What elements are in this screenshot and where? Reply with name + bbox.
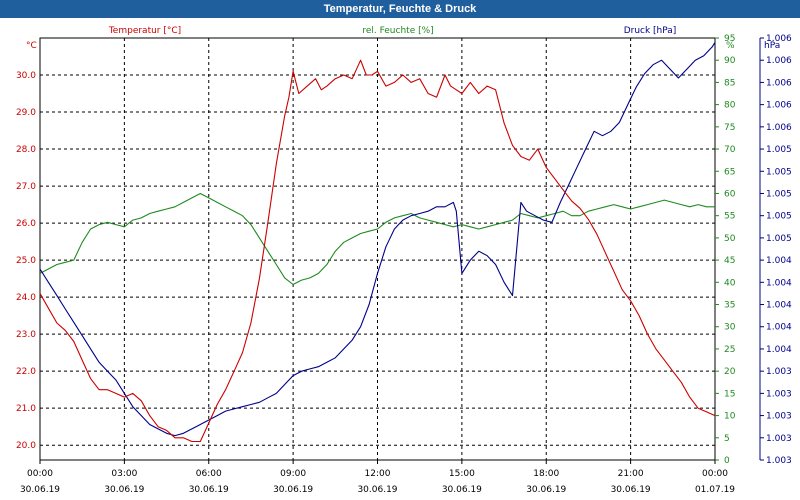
temperature-tick-label: 24.0	[16, 293, 36, 303]
x-tick-time-label: 18:00	[533, 469, 559, 479]
pressure-tick-label: 1.006	[766, 123, 792, 133]
humidity-line	[39, 192, 715, 286]
humidity-tick-label: 30	[724, 323, 736, 333]
humidity-tick-label: 70	[724, 145, 736, 155]
humidity-tick-label: 5	[724, 434, 730, 444]
pressure-unit-label: hPa	[764, 41, 780, 51]
humidity-tick-label: 40	[724, 278, 736, 288]
temperature-tick-label: 26.0	[16, 219, 36, 229]
humidity-tick-label: 15	[724, 389, 735, 399]
temperature-tick-label: 23.0	[16, 330, 36, 340]
pressure-tick-label: 1.004	[766, 301, 792, 311]
x-tick-date-label: 30.06.19	[442, 485, 482, 495]
humidity-tick-label: 50	[724, 234, 736, 244]
x-tick-time-label: 21:00	[618, 469, 644, 479]
x-tick-date-label: 30.06.19	[189, 485, 229, 495]
humidity-tick-label: 80	[724, 101, 736, 111]
temperature-tick-label: 30.0	[16, 71, 36, 81]
humidity-axis: 0 5 10 15 20 25 30 35 40 45 50 55 60 65 70 75 80 85 90 95	[715, 34, 736, 466]
x-tick-date-label: 30.06.19	[526, 485, 566, 495]
x-tick-date-label: 30.06.19	[104, 485, 144, 495]
x-tick-time-label: 12:00	[365, 469, 391, 479]
pressure-tick-label: 1.006	[766, 34, 792, 44]
humidity-tick-label: 75	[724, 123, 735, 133]
pressure-tick-label: 1.005	[766, 167, 792, 177]
humidity-tick-label: 65	[724, 167, 735, 177]
pressure-tick-label: 1.005	[766, 145, 792, 155]
humidity-tick-label: 25	[724, 345, 735, 355]
humidity-tick-label: 90	[724, 56, 736, 66]
pressure-tick-label: 1.004	[766, 256, 792, 266]
temperature-tick-label: 29.0	[16, 108, 36, 118]
x-tick-date-label: 30.06.19	[611, 485, 651, 495]
pressure-tick-label: 1.005	[766, 189, 792, 199]
humidity-axis-label: rel. Feuchte [%]	[362, 26, 433, 36]
x-tick-time-label: 03:00	[111, 469, 137, 479]
pressure-tick-label: 1.003	[766, 412, 792, 422]
pressure-tick-label: 1.006	[766, 56, 792, 66]
humidity-tick-label: 35	[724, 301, 735, 311]
x-tick-time-label: 15:00	[449, 469, 475, 479]
humidity-tick-label: 85	[724, 78, 735, 88]
pressure-axis-label: Druck [hPa]	[624, 26, 677, 36]
humidity-tick-label: 0	[724, 456, 730, 466]
pressure-line	[39, 42, 716, 437]
x-tick-time-label: 09:00	[280, 469, 306, 479]
chart-svg: Temperatur [°C] rel. Feuchte [%] Druck […	[0, 18, 800, 500]
temperature-tick-label: 28.0	[16, 145, 36, 155]
pressure-tick-label: 1.003	[766, 434, 792, 444]
pressure-tick-label: 1.003	[766, 456, 792, 466]
humidity-tick-label: 60	[724, 189, 736, 199]
x-tick-time-label: 00:00	[702, 469, 728, 479]
humidity-tick-label: 95	[724, 34, 735, 44]
humidity-tick-label: 10	[724, 412, 736, 422]
pressure-tick-label: 1.005	[766, 234, 792, 244]
x-axis: 00:00 30.06.19 03:00 30.06.19 06:00 30.06.19 0…	[20, 460, 735, 495]
temperature-tick-label: 21.0	[16, 404, 36, 414]
humidity-tick-label: 45	[724, 256, 735, 266]
humidity-unit-label: %	[726, 41, 735, 51]
pressure-tick-label: 1.004	[766, 345, 792, 355]
x-tick-date-label: 30.06.19	[273, 485, 313, 495]
x-tick-date-label: 30.06.19	[357, 485, 397, 495]
temperature-tick-label: 22.0	[16, 367, 36, 377]
series-group	[39, 42, 716, 443]
chart-background	[0, 18, 800, 500]
temperature-tick-label: 25.0	[16, 256, 36, 266]
pressure-tick-label: 1.005	[766, 212, 792, 222]
humidity-tick-label: 20	[724, 367, 736, 377]
x-tick-time-label: 00:00	[27, 469, 53, 479]
pressure-axis: 1.003 1.003 1.003 1.003 1.003 1.004 1.004 1.004…	[760, 34, 792, 466]
pressure-tick-label: 1.004	[766, 278, 792, 288]
pressure-tick-label: 1.006	[766, 101, 792, 111]
x-tick-date-label: 01.07.19	[695, 485, 735, 495]
pressure-tick-label: 1.003	[766, 367, 792, 377]
temperature-axis: 20.0 21.0 22.0 23.0 24.0 25.0 26.0 27.0 28.0 29.0…	[16, 71, 36, 451]
chart-title: Temperatur, Feuchte & Druck	[0, 0, 800, 18]
temperature-tick-label: 27.0	[16, 182, 36, 192]
x-tick-date-label: 30.06.19	[20, 485, 60, 495]
temperature-tick-label: 20.0	[16, 441, 36, 451]
pressure-tick-label: 1.004	[766, 323, 792, 333]
temperature-unit-label: °C	[26, 41, 37, 51]
grid	[40, 38, 715, 460]
humidity-tick-label: 55	[724, 212, 735, 222]
pressure-tick-label: 1.006	[766, 78, 792, 88]
temperature-line	[39, 59, 716, 443]
x-tick-time-label: 06:00	[196, 469, 222, 479]
temperature-axis-label: Temperatur [°C]	[108, 26, 181, 36]
pressure-tick-label: 1.003	[766, 389, 792, 399]
